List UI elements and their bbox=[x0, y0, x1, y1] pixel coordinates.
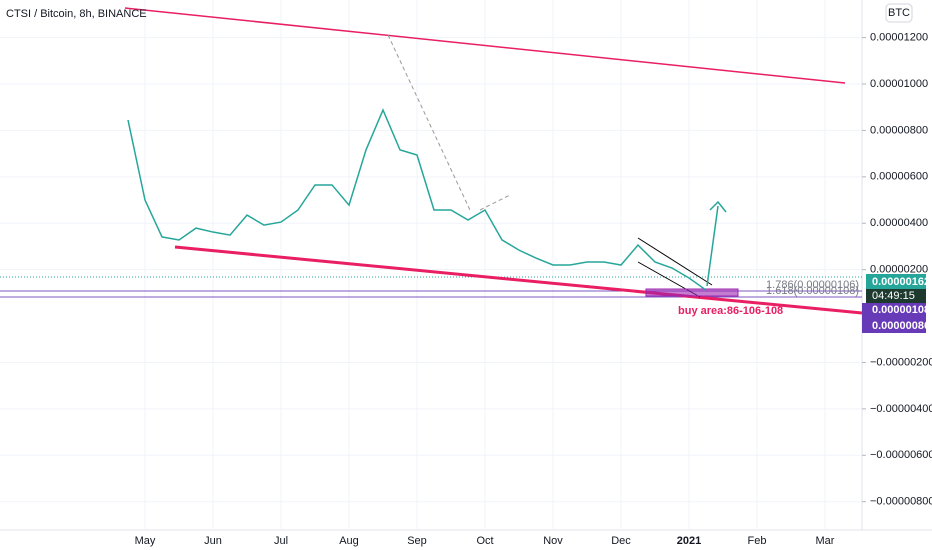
chart-title: CTSI / Bitcoin, 8h, BINANCE bbox=[6, 8, 147, 20]
y-tick-label: −0.00000200 bbox=[870, 356, 932, 368]
annotation: buy area:86-106-108 bbox=[678, 305, 783, 317]
x-tick-label: Aug bbox=[339, 535, 359, 547]
channel-line bbox=[637, 237, 713, 286]
x-tick-label: Sep bbox=[407, 535, 427, 547]
y-tick-label: 0.00000800 bbox=[870, 124, 928, 136]
level-tag bbox=[862, 303, 926, 333]
x-tick-label: Oct bbox=[476, 535, 493, 547]
x-tick-label: Nov bbox=[543, 535, 563, 547]
countdown-tag bbox=[866, 289, 926, 303]
x-tick-label: 2021 bbox=[677, 535, 701, 547]
buy-area bbox=[645, 288, 739, 297]
price-tag bbox=[866, 274, 926, 289]
y-tick-label: 0.00000400 bbox=[870, 217, 928, 229]
x-tick-label: Jun bbox=[204, 535, 222, 547]
price-line bbox=[127, 108, 707, 291]
trend-line bbox=[174, 245, 863, 315]
x-tick-label: Mar bbox=[816, 535, 835, 547]
y-tick-label: 0.00001200 bbox=[870, 31, 928, 43]
y-tick-label: −0.00000400 bbox=[870, 403, 932, 415]
arrow bbox=[706, 205, 719, 287]
currency-label[interactable]: BTC bbox=[888, 7, 910, 19]
fib-label: 1.618(0.00000108) bbox=[766, 285, 859, 297]
level-tag-text: 0.00000086 bbox=[872, 320, 930, 332]
x-tick-label: Jul bbox=[274, 535, 288, 547]
price-tag-text: 0.00000162 bbox=[872, 276, 930, 288]
y-tick-label: −0.00000800 bbox=[870, 496, 932, 508]
currency-button[interactable] bbox=[885, 3, 913, 23]
y-tick-label: 0.00000600 bbox=[870, 171, 928, 183]
drawings bbox=[0, 7, 863, 315]
fib-label: 1.786(0.00000106) bbox=[766, 279, 859, 291]
y-tick-label: 0.00000200 bbox=[870, 264, 928, 276]
y-tick-label: 0.00001000 bbox=[870, 78, 928, 90]
x-tick-label: May bbox=[135, 535, 156, 547]
level-tag-text: 0.00000108 bbox=[872, 304, 930, 316]
x-tick-label: Feb bbox=[748, 535, 767, 547]
countdown-text: 04:49:15 bbox=[872, 290, 915, 302]
arrow-head bbox=[709, 200, 727, 213]
grid bbox=[0, 0, 862, 530]
projection-line bbox=[387, 34, 471, 211]
y-tick-label: −0.00000600 bbox=[870, 449, 932, 461]
trend-line bbox=[124, 7, 846, 84]
x-tick-label: Dec bbox=[611, 535, 631, 547]
projection-line bbox=[479, 194, 511, 211]
